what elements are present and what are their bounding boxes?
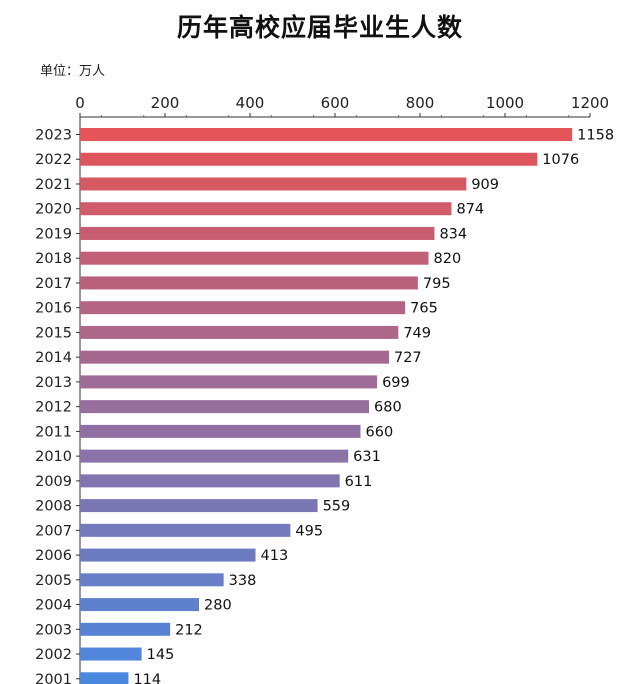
data-label: 820 — [434, 251, 462, 267]
y-category-label: 2010 — [35, 449, 72, 465]
y-category-label: 2009 — [35, 474, 72, 490]
data-label: 611 — [345, 474, 373, 490]
y-category-label: 2008 — [35, 499, 72, 515]
data-label: 874 — [456, 202, 484, 218]
data-label: 114 — [133, 672, 161, 684]
x-tick-label: 0 — [75, 94, 85, 112]
bar-2004 — [80, 598, 199, 612]
y-category-label: 2012 — [35, 400, 72, 416]
data-label: 338 — [229, 573, 257, 589]
data-label: 413 — [261, 548, 289, 564]
bar-2012 — [80, 400, 369, 414]
bar-2006 — [80, 548, 256, 562]
data-label: 795 — [423, 276, 451, 292]
data-label: 909 — [471, 177, 499, 193]
data-label: 660 — [366, 424, 394, 440]
bar-2016 — [80, 301, 406, 315]
data-label: 834 — [439, 226, 467, 242]
bar-2007 — [80, 523, 291, 537]
x-tick-label: 1200 — [571, 94, 609, 112]
y-category-label: 2015 — [35, 325, 72, 341]
y-category-label: 2006 — [35, 548, 72, 564]
y-category-label: 2017 — [35, 276, 72, 292]
bar-2001 — [80, 672, 129, 684]
data-label: 559 — [323, 499, 351, 515]
y-category-label: 2020 — [35, 202, 72, 218]
data-label: 212 — [175, 622, 203, 638]
x-tick-label: 800 — [406, 94, 435, 112]
y-category-label: 2003 — [35, 622, 72, 638]
bar-2020 — [80, 202, 452, 216]
bar-2009 — [80, 474, 340, 488]
x-tick-label: 1000 — [486, 94, 524, 112]
bar-2022 — [80, 152, 538, 166]
unit-label: 单位：万人 — [40, 64, 106, 79]
x-tick-label: 400 — [236, 94, 265, 112]
y-category-label: 2013 — [35, 375, 72, 391]
bar-2017 — [80, 276, 418, 290]
x-tick-label: 200 — [151, 94, 180, 112]
y-category-label: 2014 — [35, 350, 72, 366]
y-category-label: 2018 — [35, 251, 72, 267]
y-category-label: 2019 — [35, 226, 72, 242]
y-category-label: 2002 — [35, 647, 72, 663]
y-category-label: 2023 — [35, 128, 72, 144]
data-label: 1158 — [577, 128, 614, 144]
y-category-label: 2001 — [35, 672, 72, 684]
y-category-label: 2016 — [35, 301, 72, 317]
y-category-label: 2005 — [35, 573, 72, 589]
y-category-label: 2021 — [35, 177, 72, 193]
y-category-label: 2022 — [35, 152, 72, 168]
chart-title: 历年高校应届毕业生人数 — [176, 13, 463, 42]
x-tick-label: 600 — [321, 94, 350, 112]
bar-2005 — [80, 573, 224, 587]
data-label: 631 — [353, 449, 381, 465]
data-label: 495 — [295, 523, 323, 539]
data-label: 749 — [403, 325, 431, 341]
data-label: 280 — [204, 598, 232, 614]
bar-2002 — [80, 647, 142, 661]
bar-2003 — [80, 622, 171, 636]
data-label: 1076 — [542, 152, 579, 168]
bar-2015 — [80, 325, 399, 339]
data-label: 765 — [410, 301, 438, 317]
data-label: 699 — [382, 375, 410, 391]
bar-2010 — [80, 449, 349, 463]
y-category-label: 2004 — [35, 598, 72, 614]
bar-2013 — [80, 375, 378, 389]
y-category-label: 2011 — [35, 424, 72, 440]
bar-2021 — [80, 177, 467, 191]
bar-2018 — [80, 251, 429, 265]
bar-2019 — [80, 226, 435, 240]
bar-2023 — [80, 128, 573, 141]
bar-2011 — [80, 424, 361, 438]
bar-2014 — [80, 350, 389, 364]
data-label: 680 — [374, 400, 402, 416]
bar-2008 — [80, 499, 318, 513]
y-category-label: 2007 — [35, 523, 72, 539]
data-label: 145 — [147, 647, 175, 663]
data-label: 727 — [394, 350, 422, 366]
